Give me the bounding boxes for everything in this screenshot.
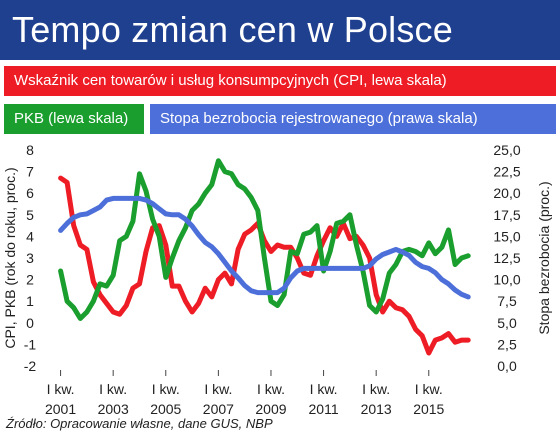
x-tick-label: I kw. — [415, 381, 443, 397]
chart-title: Tempo zmian cen w Polsce — [0, 0, 560, 60]
x-tick-year-label: 2009 — [255, 401, 286, 414]
x-tick-label: I kw. — [257, 381, 285, 397]
x-tick-year-label: 2007 — [203, 401, 234, 414]
x-tick-label: I kw. — [99, 381, 127, 397]
y-tick-right-label: 22,5 — [493, 164, 520, 180]
x-tick-year-label: 2005 — [150, 401, 181, 414]
x-tick-label: I kw. — [204, 381, 232, 397]
y-tick-left-label: 4 — [26, 228, 34, 244]
x-tick-label: I kw. — [47, 381, 75, 397]
y-tick-right-label: 15,0 — [493, 228, 520, 244]
legend-gdp: PKB (lewa skala) — [4, 104, 144, 134]
legend-unemployment: Stopa bezrobocia rejestrowanego (prawa s… — [150, 104, 556, 134]
y-tick-left-label: 1 — [26, 293, 34, 309]
line-chart: 8 7 6 5 4 3 2 1 0 -1 -2 25,0 22,5 20,0 17,5 15,0 12,5 10,… — [2, 142, 552, 414]
x-tick-label: I kw. — [310, 381, 338, 397]
legend-cpi: Wskaźnik cen towarów i usług konsumpcyjn… — [4, 66, 556, 96]
x-tick-year-label: 2011 — [309, 401, 339, 414]
unemployment-series-line — [58, 195, 471, 300]
y-tick-left-label: 6 — [26, 185, 34, 201]
y-tick-left-label: 0 — [26, 315, 34, 331]
y-axis-left-title: CPI, PKB (rok do roku, proc.) — [2, 167, 18, 348]
y-tick-left-label: 5 — [26, 207, 34, 223]
x-tick-year-label: 2013 — [361, 401, 392, 414]
x-tick-year-label: 2001 — [45, 401, 76, 414]
y-tick-left-label: -1 — [24, 336, 37, 352]
y-tick-right-label: 2,5 — [497, 336, 517, 352]
y-tick-left-label: -2 — [24, 358, 37, 374]
y-axis-right-title: Stopa bezrobocia (proc.) — [536, 181, 552, 334]
gdp-series-line — [58, 158, 471, 321]
y-tick-right-label: 10,0 — [493, 272, 520, 288]
y-tick-right-label: 0,0 — [497, 358, 517, 374]
x-tick-label: I kw. — [152, 381, 180, 397]
y-tick-right-label: 12,5 — [493, 250, 520, 266]
y-tick-left-label: 3 — [26, 250, 34, 266]
y-tick-right-label: 7,5 — [497, 293, 517, 309]
y-tick-right-label: 17,5 — [493, 207, 520, 223]
y-tick-right-label: 25,0 — [493, 142, 520, 158]
y-tick-left-label: 7 — [26, 164, 34, 180]
x-tick-year-label: 2003 — [98, 401, 129, 414]
y-tick-left-label: 8 — [26, 142, 34, 158]
source-note: Źródło: Opracowanie własne, dane GUS, NB… — [6, 416, 273, 431]
x-tick-year-label: 2015 — [413, 401, 444, 414]
y-tick-right-label: 20,0 — [493, 185, 520, 201]
x-tick-label: I kw. — [362, 381, 390, 397]
y-tick-left-label: 2 — [26, 272, 34, 288]
y-tick-right-label: 5,0 — [497, 315, 517, 331]
